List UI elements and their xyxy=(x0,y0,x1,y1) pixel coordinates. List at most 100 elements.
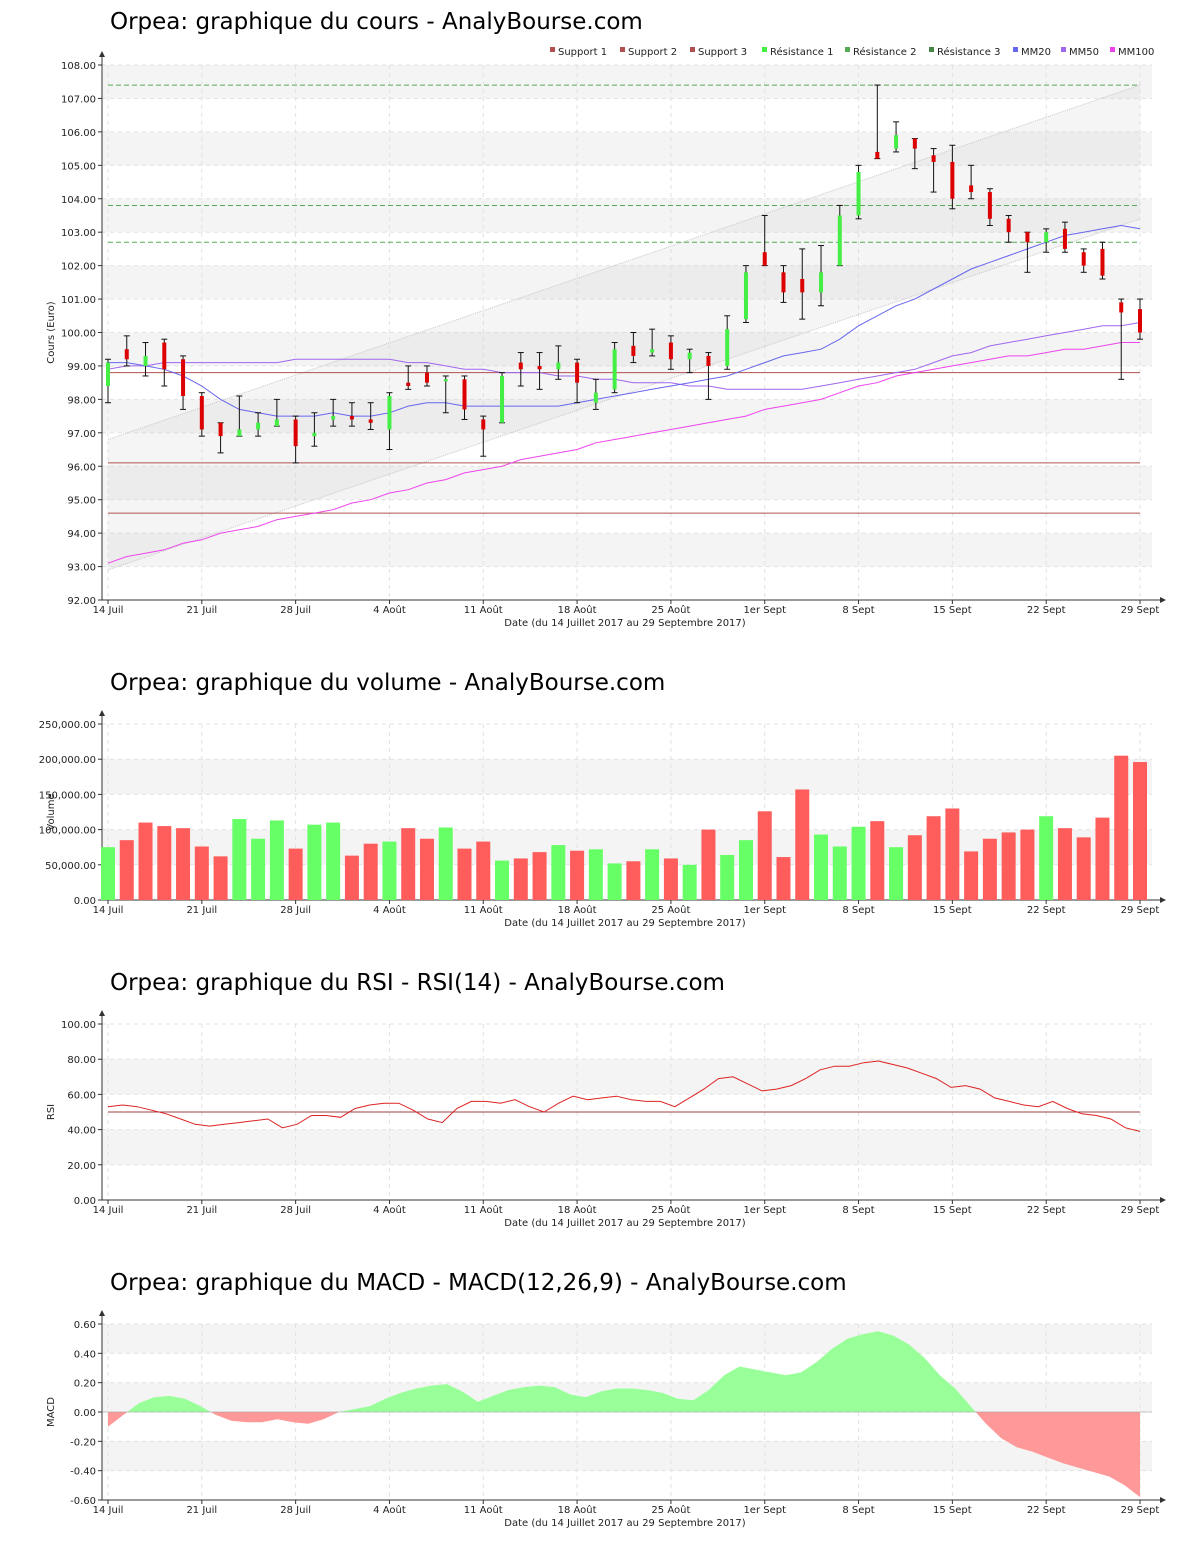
volume-bar xyxy=(495,860,510,900)
volume-bar xyxy=(588,849,603,900)
volume-bar xyxy=(1001,832,1016,900)
macd-x-tick-label: 22 Sept xyxy=(1027,1505,1066,1516)
price-y-tick-label: 94.00 xyxy=(67,529,96,540)
rsi-x-tick-label: 25 Août xyxy=(651,1204,690,1216)
legend-swatch xyxy=(845,47,850,52)
volume-x-tick-label: 1er Sept xyxy=(743,905,786,916)
macd-x-tick-label: 29 Sept xyxy=(1121,1505,1160,1516)
candle-body xyxy=(312,432,317,437)
price-y-tick-label: 103.00 xyxy=(61,228,96,239)
volume-bar xyxy=(438,827,453,900)
rsi-line xyxy=(107,1060,1141,1132)
volume-bar xyxy=(288,848,303,900)
candle-body xyxy=(181,359,186,397)
legend-swatch xyxy=(1013,47,1018,52)
candle-body xyxy=(500,375,505,423)
macd-y-tick-label: -0.40 xyxy=(70,1467,96,1478)
legend-label: Support 2 xyxy=(628,47,677,58)
volume-x-tick-label: 14 Juil xyxy=(93,905,124,916)
volume-bar xyxy=(1020,829,1035,900)
volume-bar xyxy=(532,852,547,900)
legend-swatch xyxy=(762,47,767,52)
candle-body xyxy=(462,379,467,410)
candle-body xyxy=(162,342,167,370)
price-band xyxy=(102,466,1152,500)
rsi-band xyxy=(102,1129,1152,1165)
candle-body xyxy=(387,396,392,430)
volume-x-tick-label: 15 Sept xyxy=(933,905,972,916)
price-x-axis-arrow xyxy=(1160,597,1166,603)
legend-swatch xyxy=(929,47,934,52)
volume-x-tick-label: 18 Août xyxy=(558,904,597,916)
candle-body xyxy=(894,135,899,149)
macd-chart-panel: Orpea: graphique du MACD - MACD(12,26,9)… xyxy=(0,1260,1200,1550)
rsi-y-tick-label: 0.00 xyxy=(74,1196,96,1207)
volume-bar xyxy=(457,848,472,900)
volume-bar xyxy=(570,850,585,900)
price-band xyxy=(102,65,1152,99)
macd-negative-area xyxy=(210,1412,339,1424)
candle-body xyxy=(912,138,917,149)
candle-body xyxy=(518,362,523,370)
price-chart-panel: Orpea: graphique du cours - AnalyBourse.… xyxy=(0,0,1200,640)
volume-bar xyxy=(832,846,847,900)
macd-x-axis-label: Date (du 14 Juillet 2017 au 29 Septembre… xyxy=(504,1518,745,1529)
candle-body xyxy=(1006,218,1011,233)
price-y-tick-label: 93.00 xyxy=(67,563,96,574)
price-x-tick-label: 4 Août xyxy=(373,604,406,616)
volume-bar xyxy=(607,863,622,900)
volume-bar xyxy=(269,820,284,900)
volume-bar xyxy=(626,861,641,900)
volume-bar xyxy=(363,843,378,900)
price-y-tick-label: 92.00 xyxy=(67,596,96,607)
rsi-x-tick-label: 22 Sept xyxy=(1027,1205,1066,1216)
price-band xyxy=(102,533,1152,567)
volume-bar xyxy=(176,828,191,900)
rsi-x-tick-label: 14 Juil xyxy=(93,1205,124,1216)
volume-chart-title: Orpea: graphique du volume - AnalyBourse… xyxy=(110,670,666,696)
volume-bar xyxy=(720,854,735,900)
volume-bar xyxy=(513,858,528,900)
volume-y-tick-label: 150,000.00 xyxy=(39,790,96,801)
price-y-axis-label: Cours (Euro) xyxy=(46,301,57,364)
candle-body xyxy=(256,422,261,430)
price-y-tick-label: 100.00 xyxy=(61,329,96,340)
price-y-tick-label: 96.00 xyxy=(67,462,96,473)
volume-band xyxy=(102,759,1152,795)
candle-body xyxy=(293,419,298,447)
volume-bar xyxy=(1039,816,1054,900)
volume-bar xyxy=(889,847,904,900)
macd-y-axis-arrow xyxy=(99,1310,105,1316)
rsi-chart-title: Orpea: graphique du RSI - RSI(14) - Anal… xyxy=(110,970,725,996)
candle-body xyxy=(612,349,617,390)
volume-bar xyxy=(907,835,922,900)
volume-bar xyxy=(157,826,172,900)
volume-bar xyxy=(194,846,209,900)
legend-swatch xyxy=(1061,47,1066,52)
candle-body xyxy=(331,416,336,420)
price-x-tick-label: 29 Sept xyxy=(1121,605,1160,616)
macd-x-tick-label: 8 Sept xyxy=(842,1505,874,1516)
volume-bar xyxy=(138,822,153,900)
candle-body xyxy=(706,355,711,366)
price-x-tick-label: 21 Juil xyxy=(186,605,217,616)
volume-bar xyxy=(645,849,660,900)
rsi-x-tick-label: 8 Sept xyxy=(842,1205,874,1216)
candle-body xyxy=(443,379,448,382)
candle-body xyxy=(106,362,110,386)
candle-body xyxy=(1044,232,1049,243)
price-chart-title: Orpea: graphique du cours - AnalyBourse.… xyxy=(110,9,643,35)
candle-body xyxy=(593,392,598,403)
macd-x-tick-label: 11 Août xyxy=(464,1504,503,1516)
volume-bar xyxy=(307,824,322,900)
macd-chart-title: Orpea: graphique du MACD - MACD(12,26,9)… xyxy=(110,1270,847,1296)
volume-bar xyxy=(795,789,810,900)
volume-x-tick-label: 29 Sept xyxy=(1121,905,1160,916)
legend-label: MM50 xyxy=(1069,47,1099,58)
candle-body xyxy=(556,362,561,370)
volume-bar xyxy=(551,845,566,900)
legend-label: Support 1 xyxy=(558,47,607,58)
volume-bar xyxy=(701,829,716,900)
macd-y-tick-label: 0.00 xyxy=(74,1408,96,1419)
candle-body xyxy=(575,362,580,383)
